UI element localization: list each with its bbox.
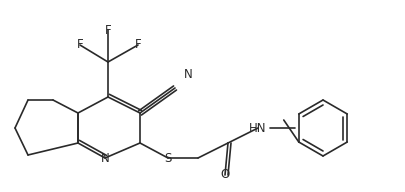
Text: N: N xyxy=(100,151,109,165)
Text: F: F xyxy=(77,39,83,51)
Text: S: S xyxy=(164,151,171,165)
Text: F: F xyxy=(134,39,141,51)
Text: F: F xyxy=(104,23,111,36)
Text: O: O xyxy=(220,169,229,181)
Text: N: N xyxy=(183,69,192,81)
Text: HN: HN xyxy=(249,122,266,135)
